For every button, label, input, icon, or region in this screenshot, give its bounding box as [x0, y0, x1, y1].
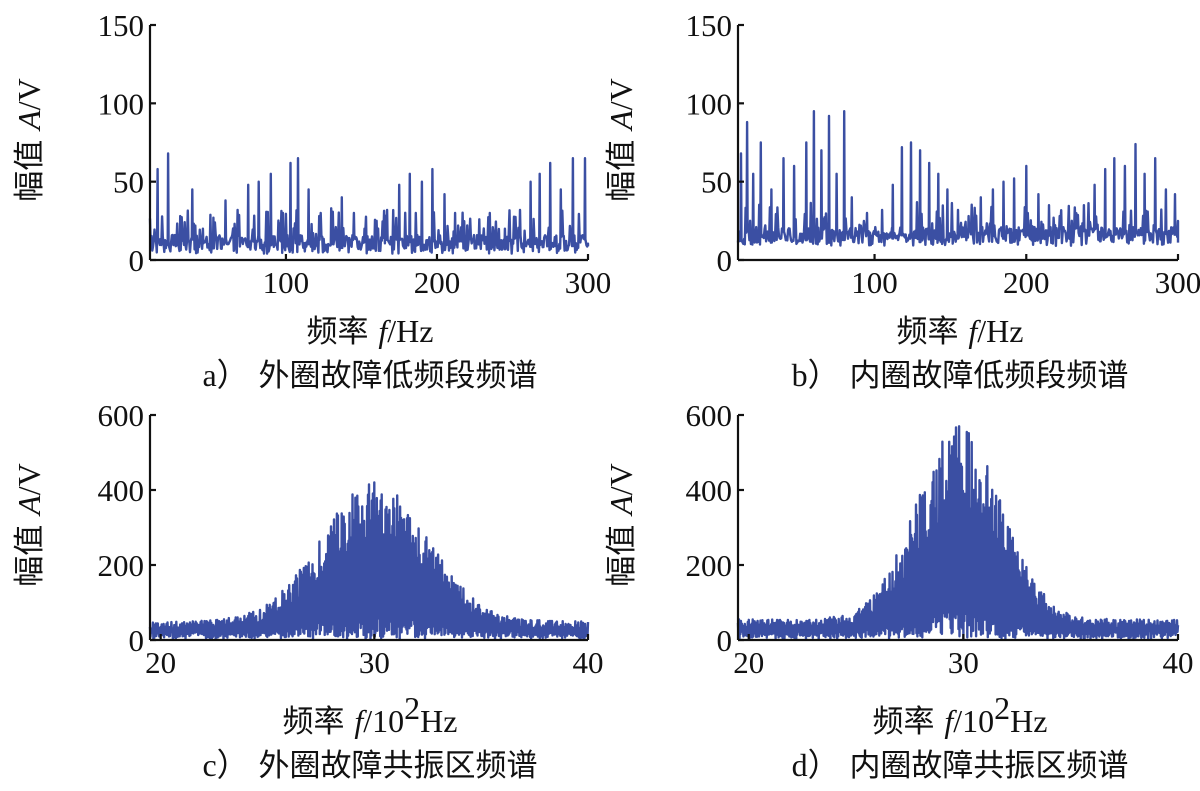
panel-a-xlabel: 频率 f/Hz [307, 313, 434, 350]
panel-b: 0 50 100 150 100 200 300 幅值 A/V 频率 f/Hz b） 内圈故… [603, 8, 1200, 394]
x-tick-label: 20 [733, 645, 764, 680]
x-tick-label: 40 [573, 645, 604, 680]
y-tick-label: 0 [129, 623, 145, 658]
x-tick-label: 300 [565, 265, 612, 300]
panel-d-caption: d） 内圈故障共振区频谱 [792, 747, 1129, 784]
y-tick-label: 150 [686, 8, 733, 43]
x-tick-label: 200 [1003, 265, 1050, 300]
y-tick-label: 100 [686, 86, 733, 121]
panel-b-axes [736, 25, 1178, 262]
x-tick-label: 300 [1155, 265, 1200, 300]
y-tick-label: 50 [113, 165, 144, 200]
panel-a-series [148, 152, 590, 255]
y-tick-label: 400 [686, 473, 733, 508]
panel-b-ticks: 0 50 100 150 100 200 300 [686, 8, 1200, 300]
panel-a-caption: a） 外圈故障低频段频谱 [202, 357, 537, 394]
panel-d-ticks: 0 200 400 600 20 30 40 [686, 398, 1194, 680]
panel-b-series [736, 110, 1180, 247]
x-tick-label: 20 [145, 645, 176, 680]
series-line [736, 110, 1180, 247]
panel-b-ylabel: 幅值 A/V [603, 78, 640, 201]
panel-a-axes [148, 25, 588, 262]
x-tick-label: 30 [948, 645, 979, 680]
y-tick-label: 400 [98, 473, 145, 508]
panel-b-xlabel: 频率 f/Hz [897, 313, 1024, 350]
x-tick-label: 40 [1163, 645, 1194, 680]
panel-c-axes [148, 415, 588, 642]
x-tick-label: 100 [263, 265, 310, 300]
y-tick-label: 150 [98, 8, 145, 43]
panel-c-caption: c） 外圈故障共振区频谱 [202, 747, 537, 784]
panel-a-ylabel: 幅值 A/V [11, 78, 48, 201]
panel-c-ylabel: 幅值 A/V [11, 463, 48, 586]
y-tick-label: 600 [686, 398, 733, 433]
panel-c-ticks: 0 200 400 600 20 30 40 [98, 398, 604, 680]
y-tick-label: 600 [98, 398, 145, 433]
panel-d-axes [736, 415, 1178, 642]
panel-d-xlabel: 频率 f/102Hz [873, 690, 1048, 740]
series-line [736, 425, 1180, 641]
panel-a: 0 50 100 150 100 200 300 幅值 A/V 频率 f/Hz a） 外圈故… [11, 8, 611, 394]
series-line [148, 481, 590, 641]
x-tick-label: 100 [851, 265, 898, 300]
panel-c-series [148, 481, 590, 641]
y-tick-label: 50 [701, 165, 732, 200]
panel-d-ylabel: 幅值 A/V [603, 463, 640, 586]
y-tick-label: 0 [129, 243, 145, 278]
series-line [148, 152, 590, 255]
y-tick-label: 200 [686, 548, 733, 583]
panel-a-ticks: 0 50 100 150 100 200 300 [98, 8, 612, 300]
panel-d-series [736, 425, 1180, 641]
y-tick-label: 100 [98, 86, 145, 121]
x-tick-label: 200 [414, 265, 461, 300]
panel-b-caption: b） 内圈故障低频段频谱 [792, 357, 1129, 394]
panel-c: 0 200 400 600 20 30 40 幅值 A/V 频率 f/102Hz c） 外圈… [11, 398, 604, 784]
y-tick-label: 0 [717, 243, 733, 278]
y-tick-label: 200 [98, 548, 145, 583]
x-tick-label: 30 [359, 645, 390, 680]
y-tick-label: 0 [717, 623, 733, 658]
panel-d: 0 200 400 600 20 30 40 幅值 A/V 频率 f/102Hz d） 内圈… [603, 398, 1194, 784]
panel-c-xlabel: 频率 f/102Hz [283, 690, 458, 740]
